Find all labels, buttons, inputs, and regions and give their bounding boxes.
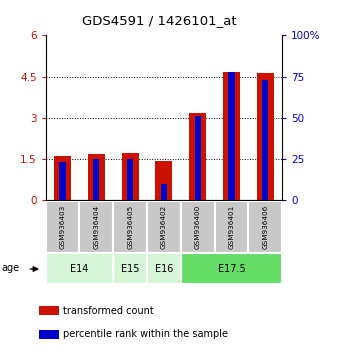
Bar	[181, 201, 215, 253]
Bar	[93, 159, 99, 200]
Bar	[122, 153, 139, 200]
Bar	[39, 330, 59, 339]
Text: E16: E16	[155, 263, 173, 274]
Text: GSM936405: GSM936405	[127, 205, 133, 249]
Bar	[257, 73, 274, 200]
Bar	[262, 80, 268, 200]
Text: GSM936401: GSM936401	[228, 205, 235, 249]
Bar	[195, 116, 201, 200]
Text: age: age	[2, 263, 20, 273]
Text: GDS4591 / 1426101_at: GDS4591 / 1426101_at	[81, 14, 236, 27]
Text: E14: E14	[70, 263, 89, 274]
Bar	[113, 253, 147, 284]
Bar	[147, 253, 181, 284]
Bar	[39, 306, 59, 315]
Text: GSM936403: GSM936403	[59, 205, 66, 249]
Text: GSM936406: GSM936406	[262, 205, 268, 249]
Bar	[46, 201, 79, 253]
Bar	[248, 201, 282, 253]
Bar	[189, 113, 206, 200]
Bar	[215, 201, 248, 253]
Bar	[147, 201, 181, 253]
Text: GSM936402: GSM936402	[161, 205, 167, 249]
Text: GSM936404: GSM936404	[93, 205, 99, 249]
Text: E17.5: E17.5	[218, 263, 245, 274]
Bar	[46, 253, 113, 284]
Bar	[181, 253, 282, 284]
Bar	[113, 201, 147, 253]
Bar	[127, 159, 133, 200]
Bar	[59, 162, 66, 200]
Bar	[223, 72, 240, 200]
Bar	[228, 72, 235, 200]
Bar	[54, 155, 71, 200]
Text: percentile rank within the sample: percentile rank within the sample	[63, 329, 228, 339]
Text: transformed count: transformed count	[63, 306, 154, 316]
Bar	[155, 161, 172, 200]
Bar	[161, 183, 167, 200]
Bar	[79, 201, 113, 253]
Text: E15: E15	[121, 263, 139, 274]
Text: GSM936400: GSM936400	[195, 205, 201, 249]
Bar	[88, 154, 105, 200]
